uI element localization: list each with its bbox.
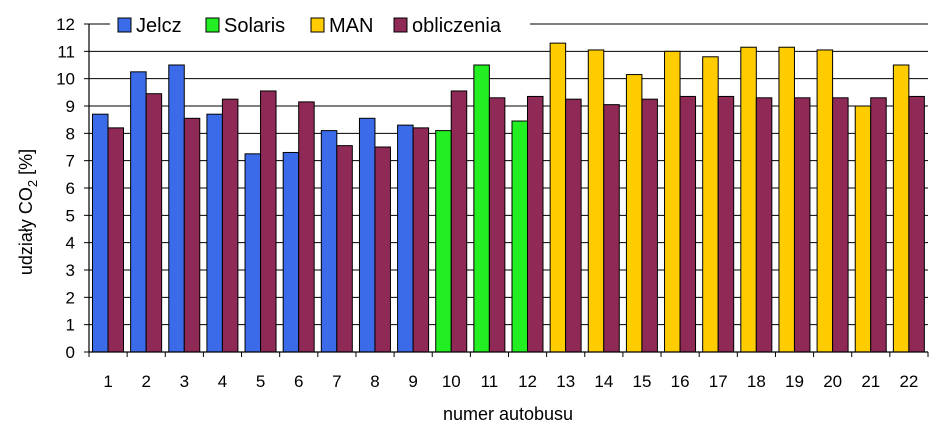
bar-obliczenia-13	[565, 98, 582, 353]
bar-obliczenia-12	[527, 95, 544, 353]
bar-obliczenia-17	[717, 95, 735, 353]
bar-jelcz-5	[244, 153, 262, 353]
legend-swatch-solaris	[205, 17, 220, 33]
x-axis-label: numer autobusu	[443, 404, 573, 424]
bar-obliczenia-7	[336, 145, 353, 353]
x-tick-label-1: 1	[103, 372, 112, 391]
bar-jelcz-6	[282, 151, 300, 353]
x-tick-labels: 1 2 3 4 5 6 7 8 9 10 11 12 13 14 15 16 17 18 19 20 21 22	[103, 372, 918, 391]
bar-solaris-11	[473, 64, 490, 353]
x-tick-label-7: 7	[332, 372, 341, 391]
bar-man-13	[549, 42, 567, 353]
y-tick-label-1: 1	[66, 316, 75, 335]
bar-obliczenia-15	[641, 98, 658, 353]
x-tick-label-5: 5	[256, 372, 265, 391]
x-tick-label-3: 3	[180, 372, 189, 391]
bar-obliczenia-18	[755, 97, 773, 353]
y-tick-label-0: 0	[66, 343, 75, 362]
legend-swatch-jelcz	[117, 17, 132, 33]
bar-man-18	[740, 46, 757, 353]
legend-label-solaris: Solaris	[224, 15, 285, 37]
y-axis-label-subscript: 2	[25, 180, 40, 187]
x-tick-label-17: 17	[709, 372, 728, 391]
bar-jelcz-2	[130, 71, 147, 353]
bar-jelcz-7	[320, 130, 338, 353]
y-tick-label-12: 12	[56, 15, 75, 34]
bar-man-15	[625, 74, 643, 353]
x-tick-label-6: 6	[294, 372, 303, 391]
bar-obliczenia-14	[603, 104, 620, 353]
bar-obliczenia-4	[221, 98, 239, 353]
axes	[84, 23, 929, 357]
x-tick-label-12: 12	[518, 372, 537, 391]
x-tick-label-18: 18	[747, 372, 766, 391]
x-tick-label-4: 4	[218, 372, 227, 391]
x-tick-label-11: 11	[481, 372, 499, 391]
bar-obliczenia-5	[260, 90, 277, 353]
y-tick-label-4: 4	[66, 234, 75, 253]
x-tick-label-8: 8	[370, 372, 379, 391]
legend: Jelcz Solaris MAN obliczenia	[110, 8, 530, 42]
bar-jelcz-8	[358, 117, 376, 353]
bar-man-20	[816, 49, 834, 353]
bar-jelcz-3	[168, 64, 185, 353]
y-tick-label-3: 3	[66, 261, 75, 280]
bar-obliczenia-2	[145, 93, 163, 353]
bar-obliczenia-3	[183, 117, 201, 353]
x-tick-label-9: 9	[408, 372, 417, 391]
y-tick-label-6: 6	[66, 179, 75, 198]
y-axis-label: udziały CO2 [%]	[16, 149, 40, 275]
x-tick-label-2: 2	[141, 372, 150, 391]
x-tick-label-13: 13	[556, 372, 575, 391]
bar-obliczenia-16	[679, 95, 697, 353]
y-tick-label-11: 11	[57, 42, 75, 61]
bar-obliczenia-22	[908, 95, 925, 353]
x-tick-label-14: 14	[594, 372, 613, 391]
bar-man-14	[587, 49, 605, 353]
bar-solaris-12	[511, 120, 528, 353]
y-tick-label-8: 8	[66, 124, 75, 143]
x-tick-label-22: 22	[899, 372, 918, 391]
x-tick-label-10: 10	[442, 372, 461, 391]
bar-man-16	[664, 50, 681, 353]
bar-obliczenia-20	[832, 97, 849, 353]
bar-solaris-10	[435, 130, 452, 353]
x-tick-label-19: 19	[785, 372, 804, 391]
bars	[92, 42, 925, 353]
legend-label-man: MAN	[329, 15, 373, 37]
bar-man-21	[854, 105, 872, 353]
bar-obliczenia-19	[793, 97, 811, 353]
bar-obliczenia-10	[450, 90, 468, 353]
x-tick-label-16: 16	[671, 372, 690, 391]
y-tick-label-7: 7	[66, 152, 75, 171]
bar-obliczenia-21	[870, 97, 887, 353]
x-tick-label-20: 20	[823, 372, 842, 391]
bar-jelcz-4	[206, 113, 223, 353]
bar-man-22	[892, 64, 910, 353]
legend-label-jelcz: Jelcz	[136, 15, 182, 37]
y-tick-label-9: 9	[66, 97, 75, 116]
bar-man-19	[778, 46, 795, 353]
legend-swatch-man	[310, 17, 325, 33]
bar-obliczenia-8	[374, 146, 391, 353]
bar-man-17	[702, 56, 719, 353]
y-tick-label-10: 10	[56, 70, 75, 89]
bar-obliczenia-1	[107, 127, 124, 353]
x-tick-label-21: 21	[861, 372, 880, 391]
legend-swatch-obliczenia	[393, 17, 408, 33]
bar-obliczenia-9	[412, 127, 430, 353]
legend-label-obliczenia: obliczenia	[412, 15, 502, 37]
bar-obliczenia-11	[488, 97, 506, 353]
bar-obliczenia-6	[298, 101, 315, 353]
x-tick-label-15: 15	[633, 372, 652, 391]
bar-jelcz-9	[397, 124, 414, 353]
y-tick-label-5: 5	[66, 206, 75, 225]
y-tick-label-2: 2	[66, 288, 75, 307]
bar-jelcz-1	[92, 113, 109, 353]
